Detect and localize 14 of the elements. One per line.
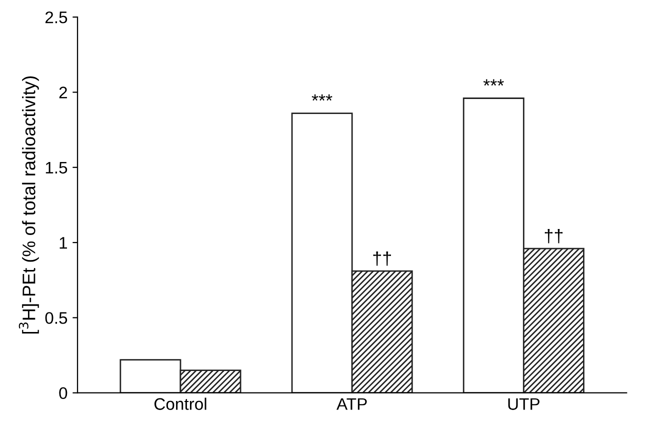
x-tick-label: UTP — [508, 398, 540, 410]
x-tick-label: Control — [154, 398, 206, 410]
y-tick-label: 1.5 — [46, 162, 68, 174]
y-axis-title: [$^{3}$H]-PEt (% of total radioactivity) — [18, 76, 39, 334]
annotation: †† — [544, 228, 563, 244]
y-tick-label: 1 — [60, 237, 67, 249]
y-tick-label: 0 — [59, 387, 68, 400]
y-tick-label: 2 — [59, 86, 67, 98]
y-tick-label: 0.5 — [45, 312, 68, 324]
x-tick-label: ATP — [336, 398, 367, 410]
y-tick-label: 2.5 — [45, 11, 68, 24]
annotation: †† — [373, 251, 391, 266]
annotation: *** — [312, 94, 332, 101]
annotation: *** — [483, 79, 504, 86]
